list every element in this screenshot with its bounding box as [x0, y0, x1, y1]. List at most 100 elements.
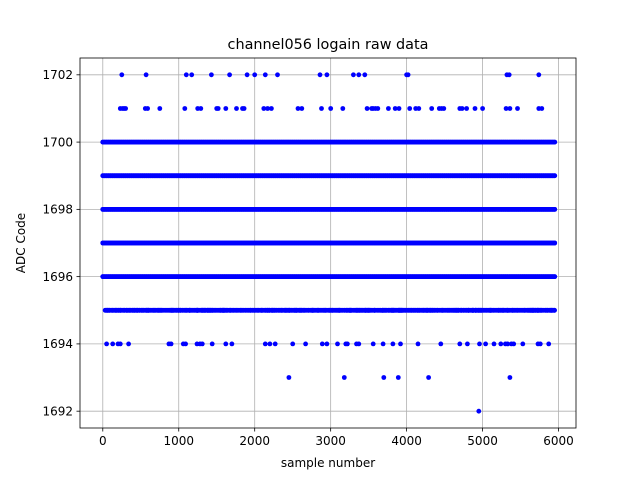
data-point: [398, 341, 403, 347]
data-point: [405, 72, 411, 78]
data-point: [507, 375, 513, 380]
data-point: [520, 341, 526, 347]
data-point: [472, 106, 478, 111]
data-point: [275, 72, 280, 78]
data-point: [317, 72, 323, 78]
data-point: [511, 341, 517, 347]
data-point: [362, 72, 368, 78]
data-point: [381, 375, 387, 380]
y-tick-label: 1692: [42, 404, 73, 418]
y-tick-label: 1694: [42, 337, 73, 351]
data-point: [328, 106, 334, 111]
data-point: [265, 106, 270, 111]
data-point: [546, 341, 552, 347]
data-point: [370, 341, 376, 347]
data-point: [483, 341, 488, 347]
data-point: [491, 341, 497, 347]
data-point: [168, 341, 174, 347]
plot-frame: [79, 57, 577, 429]
data-point: [506, 72, 512, 78]
data-point: [375, 106, 381, 111]
data-point: [157, 106, 163, 111]
data-point: [552, 307, 557, 313]
data-point: [123, 106, 128, 111]
data-point: [223, 341, 229, 347]
data-point: [429, 106, 435, 111]
data-point: [234, 106, 239, 111]
data-points: [100, 72, 558, 414]
x-axis-label: sample number: [281, 456, 375, 470]
data-point: [552, 240, 558, 246]
data-point: [143, 72, 149, 78]
data-point: [290, 341, 296, 347]
data-point: [319, 341, 325, 347]
data-point: [319, 106, 324, 111]
data-point: [215, 106, 221, 111]
data-point: [552, 139, 558, 145]
data-point: [252, 72, 258, 78]
data-point: [457, 341, 463, 347]
x-axis-ticks: 0 1000 2000 3000 4000 5000 6000: [99, 428, 574, 448]
data-point: [262, 72, 268, 78]
chart-title: channel056 logain raw data: [228, 37, 429, 53]
data-point: [426, 375, 431, 380]
x-tick-label: 6000: [543, 434, 574, 448]
data-point: [104, 341, 109, 347]
data-point: [227, 72, 233, 78]
data-point: [552, 207, 558, 212]
data-point: [267, 341, 273, 347]
data-point: [380, 341, 386, 347]
data-point: [498, 341, 504, 347]
data-point: [515, 106, 520, 111]
data-point: [464, 106, 469, 111]
data-point: [145, 106, 151, 111]
x-tick-label: 5000: [467, 434, 498, 448]
data-point: [340, 106, 346, 111]
data-point: [223, 106, 229, 111]
data-point: [199, 341, 205, 347]
data-point: [119, 72, 125, 78]
data-point: [415, 341, 421, 347]
y-tick-label: 1698: [42, 203, 73, 217]
data-point: [505, 341, 510, 347]
data-point: [552, 173, 558, 179]
x-tick-label: 1000: [163, 434, 194, 448]
data-point: [392, 106, 398, 111]
data-point: [241, 106, 247, 111]
data-point: [117, 341, 123, 347]
data-point: [386, 106, 391, 111]
data-point: [477, 341, 482, 347]
data-point: [390, 341, 396, 347]
data-point: [209, 341, 215, 347]
data-point: [552, 274, 558, 279]
data-point: [536, 72, 542, 78]
data-point: [459, 106, 465, 111]
data-point: [416, 106, 422, 111]
data-point: [395, 375, 401, 380]
data-point: [503, 106, 509, 111]
data-point: [537, 341, 543, 347]
x-tick-label: 2000: [239, 434, 270, 448]
data-point: [261, 106, 267, 111]
data-point: [110, 341, 116, 347]
x-tick-label: 0: [99, 434, 107, 448]
data-point: [356, 341, 362, 347]
data-point: [324, 341, 330, 347]
data-point: [324, 72, 330, 78]
data-point: [438, 341, 444, 347]
data-point: [345, 341, 350, 347]
data-point: [209, 72, 214, 78]
data-point: [303, 341, 308, 347]
data-point: [286, 375, 292, 380]
data-point: [189, 72, 195, 78]
data-point: [441, 106, 447, 111]
data-point: [407, 106, 413, 111]
data-point: [272, 341, 278, 347]
data-point: [465, 341, 470, 347]
data-point: [351, 72, 356, 78]
data-point: [182, 106, 188, 111]
data-point: [299, 106, 305, 111]
